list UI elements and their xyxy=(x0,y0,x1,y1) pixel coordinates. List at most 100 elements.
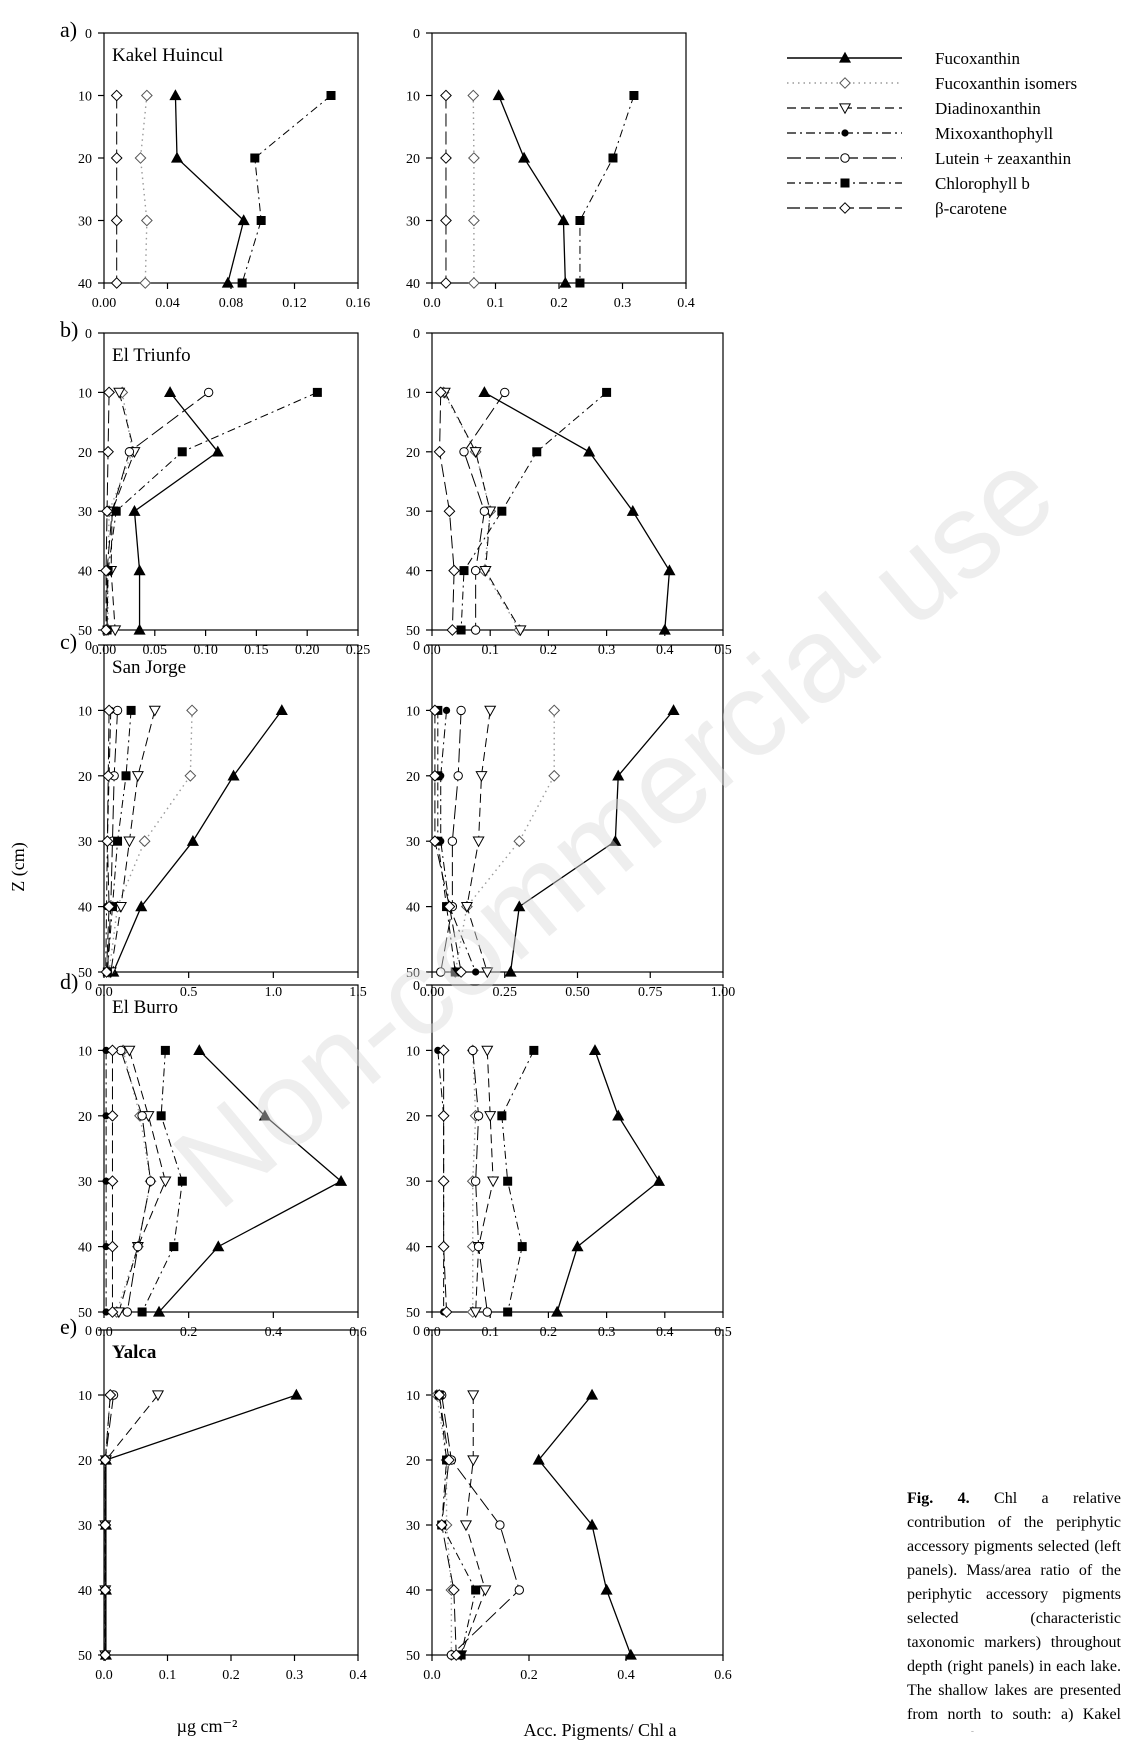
legend-item-mixo: Mixoxanthophyll xyxy=(787,124,1053,143)
data-point xyxy=(109,625,122,637)
data-point xyxy=(434,386,447,399)
y-tick-label: 0 xyxy=(85,27,92,42)
data-point xyxy=(456,705,466,716)
data-point xyxy=(212,1240,225,1252)
x-tick-label: 0.50 xyxy=(565,985,590,1000)
data-point xyxy=(557,214,570,226)
series-bcar xyxy=(429,704,468,978)
series-line xyxy=(105,710,112,973)
series-fuco xyxy=(169,89,250,288)
series-line xyxy=(110,392,136,631)
data-point xyxy=(103,900,115,913)
y-tick-label: 50 xyxy=(406,1649,420,1664)
y-tick-label: 40 xyxy=(78,277,92,292)
x-tick-label: 0.75 xyxy=(638,985,663,1000)
y-tick-label: 20 xyxy=(78,770,92,785)
y-tick-label: 10 xyxy=(78,1389,92,1404)
x-tick-label: 0.4 xyxy=(349,1668,367,1683)
series-line xyxy=(440,710,462,973)
data-point xyxy=(133,1241,143,1252)
y-tick-label: 10 xyxy=(78,704,92,719)
y-tick-label: 50 xyxy=(78,624,92,639)
data-point xyxy=(140,214,153,227)
data-point xyxy=(443,505,456,518)
data-point xyxy=(455,966,468,978)
data-point xyxy=(152,1305,166,1317)
series-mixo xyxy=(437,706,480,976)
y-tick-label: 20 xyxy=(406,1110,420,1125)
data-point xyxy=(258,1109,271,1121)
data-point xyxy=(447,1584,460,1596)
series-diad xyxy=(460,705,497,979)
data-point xyxy=(481,967,494,979)
x-tick-label: 0.2 xyxy=(520,1668,538,1683)
data-point xyxy=(479,1585,492,1597)
data-point xyxy=(177,1176,187,1186)
series-fucoiso xyxy=(449,704,561,978)
data-point xyxy=(102,769,115,782)
data-point xyxy=(113,387,126,399)
x-tick-label: 0.20 xyxy=(295,643,320,658)
data-point xyxy=(139,277,152,289)
legend-item-bcar: β-carotene xyxy=(787,199,1007,218)
data-point xyxy=(122,1307,132,1317)
y-tick-label: 0 xyxy=(413,1324,420,1339)
series-diad xyxy=(455,1390,492,1662)
data-point xyxy=(468,277,480,289)
data-point xyxy=(169,89,182,101)
y-tick-label: 40 xyxy=(78,1241,92,1256)
data-point xyxy=(459,566,469,576)
y-tick-label: 30 xyxy=(406,215,420,230)
data-point xyxy=(106,1044,119,1057)
data-point xyxy=(492,89,505,101)
series-bcar xyxy=(99,1389,117,1661)
x-tick-label: 0.2 xyxy=(540,1325,558,1340)
data-point xyxy=(433,445,446,458)
series-fuco xyxy=(99,1388,303,1660)
data-point xyxy=(124,447,135,457)
data-point xyxy=(100,624,112,636)
series-line xyxy=(241,95,332,284)
data-point xyxy=(145,1176,156,1186)
series-line xyxy=(104,1394,159,1655)
x-tick-label: 0.0 xyxy=(423,1668,441,1683)
series-line xyxy=(174,95,245,284)
series-chlb xyxy=(497,1045,539,1317)
data-point xyxy=(484,1111,497,1123)
y-tick-label: 50 xyxy=(406,966,420,981)
data-point xyxy=(575,278,585,288)
data-point xyxy=(443,900,456,913)
x-tick-label: 0.25 xyxy=(493,985,518,1000)
data-point xyxy=(468,152,480,164)
data-point xyxy=(290,1388,303,1400)
data-point xyxy=(163,386,177,398)
data-point xyxy=(602,387,612,397)
y-tick-label: 30 xyxy=(78,1175,92,1190)
site-label: Yalca xyxy=(112,1342,157,1363)
x-tick-label: 0.00 xyxy=(92,296,117,311)
data-point xyxy=(514,1585,524,1595)
data-point xyxy=(513,835,526,848)
series-line xyxy=(454,710,555,973)
plot-frame xyxy=(103,984,359,1313)
series-line xyxy=(498,95,566,284)
x-axis-title-right: Acc. Pigments/ Chl a xyxy=(524,1720,677,1740)
data-point xyxy=(600,1583,613,1595)
y-tick-label: 10 xyxy=(78,1044,92,1059)
caption-text: Chl a relative contribution of the perip… xyxy=(907,1490,1121,1732)
data-point xyxy=(478,386,491,398)
data-point xyxy=(140,89,153,102)
legend-label: Diadinoxanthin xyxy=(935,99,1041,118)
data-point xyxy=(487,1176,500,1188)
legend-marker xyxy=(840,153,850,163)
data-point xyxy=(169,1242,179,1252)
legend-marker xyxy=(838,51,852,63)
plot-frame xyxy=(431,984,724,1313)
data-point xyxy=(440,214,452,227)
data-point xyxy=(312,387,322,397)
legend-marker xyxy=(839,77,851,89)
data-point xyxy=(102,1112,110,1120)
plot-frame xyxy=(103,644,359,973)
series-fuco xyxy=(504,704,680,977)
y-tick-label: 20 xyxy=(406,770,420,785)
